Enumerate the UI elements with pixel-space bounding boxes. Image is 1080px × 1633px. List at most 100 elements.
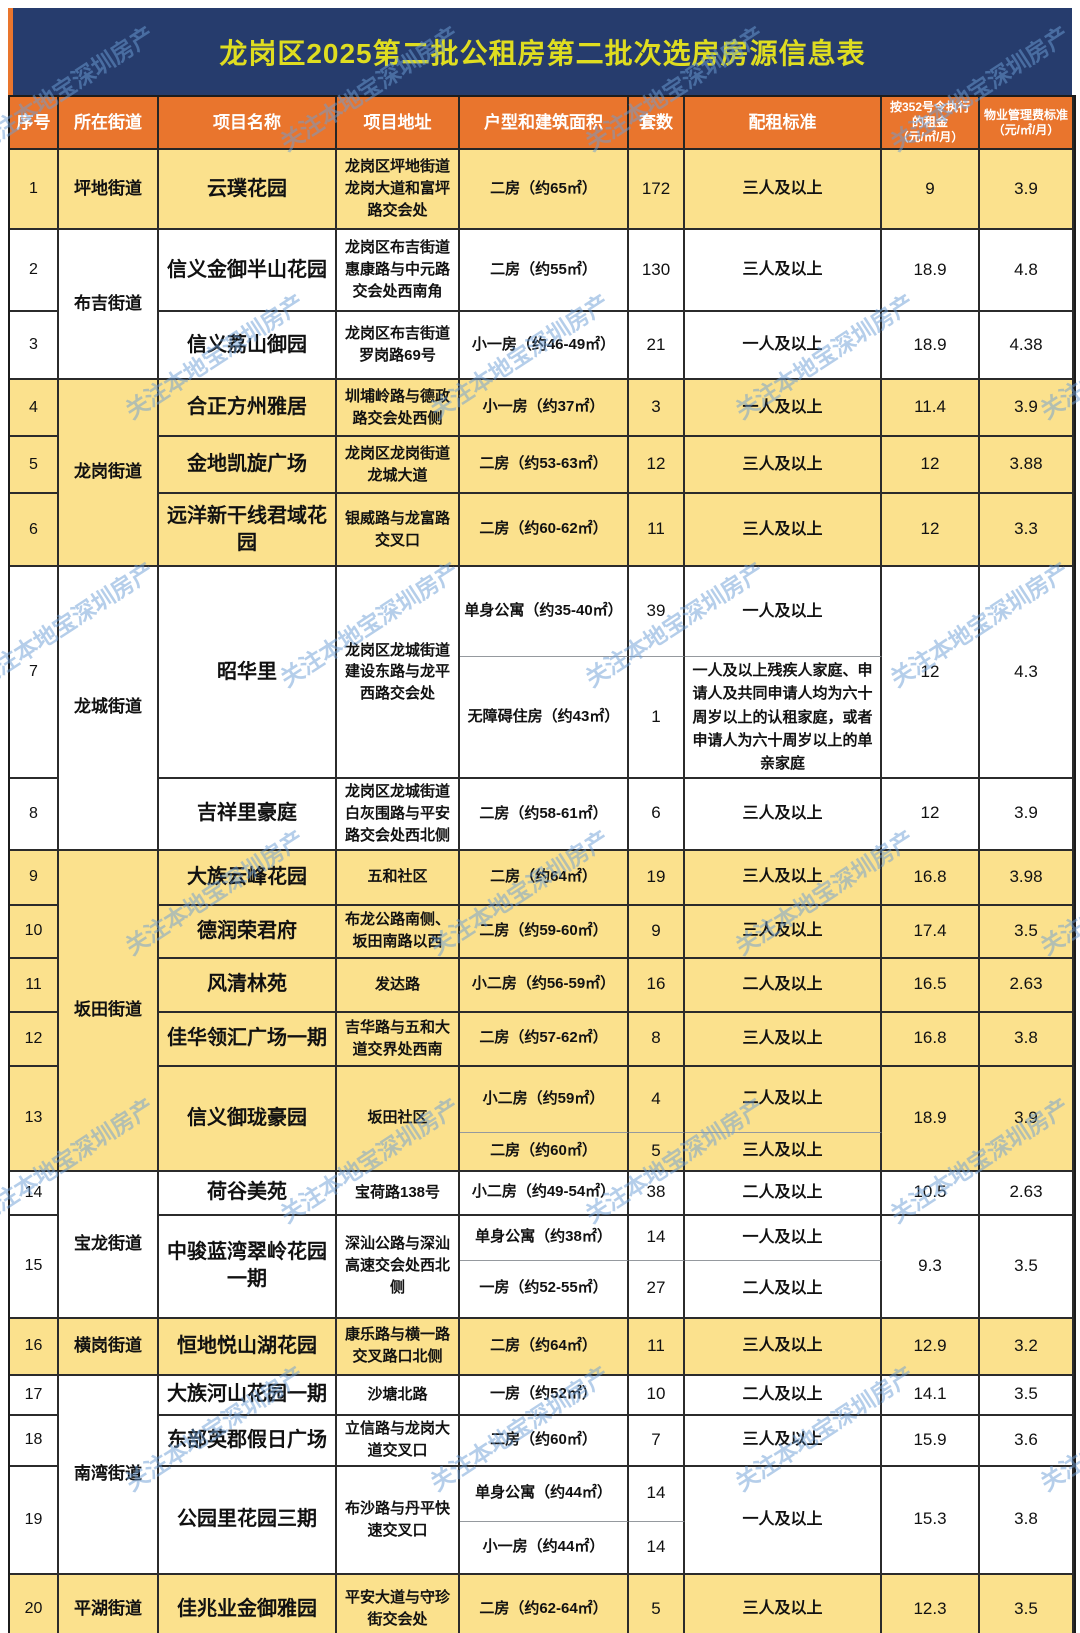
project-name-cell: 大族云峰花园 — [159, 850, 337, 906]
unit-count-cell: 38 — [629, 1171, 685, 1216]
project-name-cell: 吉祥里豪庭 — [159, 779, 337, 851]
rent-cell: 14.1 — [882, 1375, 980, 1416]
unit-type-cell: 二房（约60㎡） — [460, 1415, 629, 1467]
table-row: 二房（约60㎡） 5 三人及以上 — [10, 1132, 1074, 1172]
fee-cell: 3.5 — [980, 905, 1074, 959]
allocation-standard-cell: 一人及以上 — [685, 312, 882, 380]
unit-type-cell: 二房（约57-62㎡） — [460, 1012, 629, 1067]
address-cell: 龙岗区龙城街道建设东路与龙平西路交会处 — [337, 567, 460, 780]
allocation-standard-cell: 一人及以上 — [685, 380, 882, 437]
street-cell: 南湾街道 — [59, 1375, 159, 1575]
unit-type-cell: 二房（约64㎡） — [460, 1318, 629, 1376]
project-name-cell: 公园里花园三期 — [159, 1466, 337, 1575]
allocation-standard-cell: 三人及以上 — [685, 779, 882, 851]
table-row: 一房（约52-55㎡） 27 二人及以上 — [10, 1260, 1074, 1319]
address-cell: 布龙公路南侧、坂田南路以西 — [337, 905, 460, 959]
serial-cell: 9 — [10, 850, 59, 906]
page-title: 龙岗区2025第二批公租房第二批次选房房源信息表 — [219, 37, 866, 69]
project-name-cell: 合正方州雅居 — [159, 380, 337, 437]
column-header-4: 户型和建筑面积 — [460, 97, 629, 150]
allocation-standard-cell: 二人及以上 — [685, 1260, 882, 1319]
address-cell: 龙岗区坪地街道龙岗大道和富坪路交会处 — [337, 150, 460, 230]
column-header-1: 所在街道 — [59, 97, 159, 150]
unit-type-cell: 单身公寓（约38㎡） — [460, 1215, 629, 1261]
allocation-standard-cell: 三人及以上 — [685, 437, 882, 494]
fee-cell: 3.2 — [980, 1318, 1074, 1376]
project-name-cell: 信义荔山御园 — [159, 312, 337, 380]
table-row: 1 坪地街道 云璞花园 龙岗区坪地街道龙岗大道和富坪路交会处 二房（约65㎡） 172 三人… — [10, 150, 1074, 230]
unit-count-cell: 14 — [629, 1215, 685, 1261]
unit-type-cell: 单身公寓（约44㎡） — [460, 1466, 629, 1522]
rent-cell: 12 — [882, 437, 980, 494]
serial-cell: 7 — [10, 567, 59, 780]
address-cell: 银威路与龙富路交叉口 — [337, 494, 460, 567]
unit-type-cell: 二房（约65㎡） — [460, 150, 629, 230]
serial-cell: 14 — [10, 1171, 59, 1216]
rent-cell: 18.9 — [882, 230, 980, 312]
column-header-8: 物业管理费标准 （元/㎡/月） — [980, 97, 1074, 150]
rent-cell: 9 — [882, 150, 980, 230]
street-cell: 平湖街道 — [59, 1574, 159, 1633]
unit-type-cell: 一房（约52-55㎡） — [460, 1260, 629, 1319]
allocation-standard-cell: 三人及以上 — [685, 494, 882, 567]
allocation-standard-cell: 三人及以上 — [685, 150, 882, 230]
fee-cell: 3.8 — [980, 1012, 1074, 1067]
allocation-standard-cell: 一人及以上 — [685, 1215, 882, 1261]
allocation-standard-cell: 三人及以上 — [685, 1574, 882, 1633]
unit-type-cell: 二房（约59-60㎡） — [460, 905, 629, 959]
unit-type-cell: 小二房（约49-54㎡） — [460, 1171, 629, 1216]
unit-type-cell: 二房（约62-64㎡） — [460, 1574, 629, 1633]
fee-cell: 3.5 — [980, 1574, 1074, 1633]
table-row: 4 龙岗街道 合正方州雅居 圳埔岭路与德政路交会处西侧 小一房（约37㎡） 3 一人及以上 1… — [10, 380, 1074, 567]
allocation-standard-cell: 三人及以上 — [685, 230, 882, 312]
unit-count-cell: 39 — [629, 567, 685, 657]
unit-count-cell: 14 — [629, 1521, 685, 1575]
unit-type-cell: 单身公寓（约35-40㎡） — [460, 567, 629, 657]
rent-cell: 16.5 — [882, 958, 980, 1013]
unit-type-cell: 二房（约58-61㎡） — [460, 779, 629, 851]
fee-cell: 2.63 — [980, 1171, 1074, 1216]
allocation-standard-cell: 三人及以上 — [685, 1012, 882, 1067]
address-cell: 深汕公路与深汕高速交会处西北侧 — [337, 1215, 460, 1319]
street-cell: 龙岗街道 — [59, 380, 159, 567]
fee-cell: 3.9 — [980, 1066, 1074, 1172]
rent-cell: 12 — [882, 779, 980, 851]
rent-cell: 12.9 — [882, 1318, 980, 1376]
unit-type-cell: 小二房（约56-59㎡） — [460, 958, 629, 1013]
unit-type-cell: 小一房（约44㎡） — [460, 1521, 629, 1575]
address-cell: 龙岗区龙城街道白灰围路与平安路交会处西北侧 — [337, 779, 460, 851]
table-row: 14 宝龙街道 荷谷美苑 宝荷路138号 小二房（约49-54㎡） 38 二人及以上 10.5… — [10, 1171, 1074, 1319]
rent-cell: 12 — [882, 567, 980, 780]
unit-count-cell: 10 — [629, 1375, 685, 1416]
allocation-standard-cell: 三人及以上 — [685, 905, 882, 959]
column-header-3: 项目地址 — [337, 97, 460, 150]
unit-type-cell: 无障碍住房（约43㎡） — [460, 657, 629, 780]
table-row: 17 南湾街道 大族河山花园一期 沙塘北路 一房（约52㎡） 10 二人及以上 14.1 3.5 — [10, 1375, 1074, 1575]
street-cell: 坪地街道 — [59, 150, 159, 230]
address-cell: 平安大道与守珍街交会处 — [337, 1574, 460, 1633]
project-name-cell: 东部英郡假日广场 — [159, 1415, 337, 1467]
serial-cell: 2 — [10, 230, 59, 312]
fee-cell: 3.9 — [980, 380, 1074, 437]
column-header-0: 序号 — [10, 97, 59, 150]
fee-cell: 3.5 — [980, 1375, 1074, 1416]
column-header-6: 配租标准 — [685, 97, 882, 150]
address-cell: 发达路 — [337, 958, 460, 1013]
serial-cell: 3 — [10, 312, 59, 380]
table-row: 13 信义御珑豪园 坂田社区 小二房（约59㎡） 4 二人及以上 18.9 3.9 — [10, 1066, 1074, 1172]
fee-cell: 3.8 — [980, 1466, 1074, 1575]
project-name-cell: 金地凯旋广场 — [159, 437, 337, 494]
fee-cell: 3.9 — [980, 150, 1074, 230]
column-header-2: 项目名称 — [159, 97, 337, 150]
allocation-standard-cell: 二人及以上 — [685, 1375, 882, 1416]
address-cell: 坂田社区 — [337, 1066, 460, 1172]
unit-type-cell: 二房（约53-63㎡） — [460, 437, 629, 494]
unit-type-cell: 一房（约52㎡） — [460, 1375, 629, 1416]
unit-count-cell: 130 — [629, 230, 685, 312]
rent-cell: 15.3 — [882, 1466, 980, 1575]
fee-cell: 4.38 — [980, 312, 1074, 380]
address-cell: 五和社区 — [337, 850, 460, 906]
address-cell: 立信路与龙岗大道交叉口 — [337, 1415, 460, 1467]
serial-cell: 8 — [10, 779, 59, 851]
serial-cell: 12 — [10, 1012, 59, 1067]
